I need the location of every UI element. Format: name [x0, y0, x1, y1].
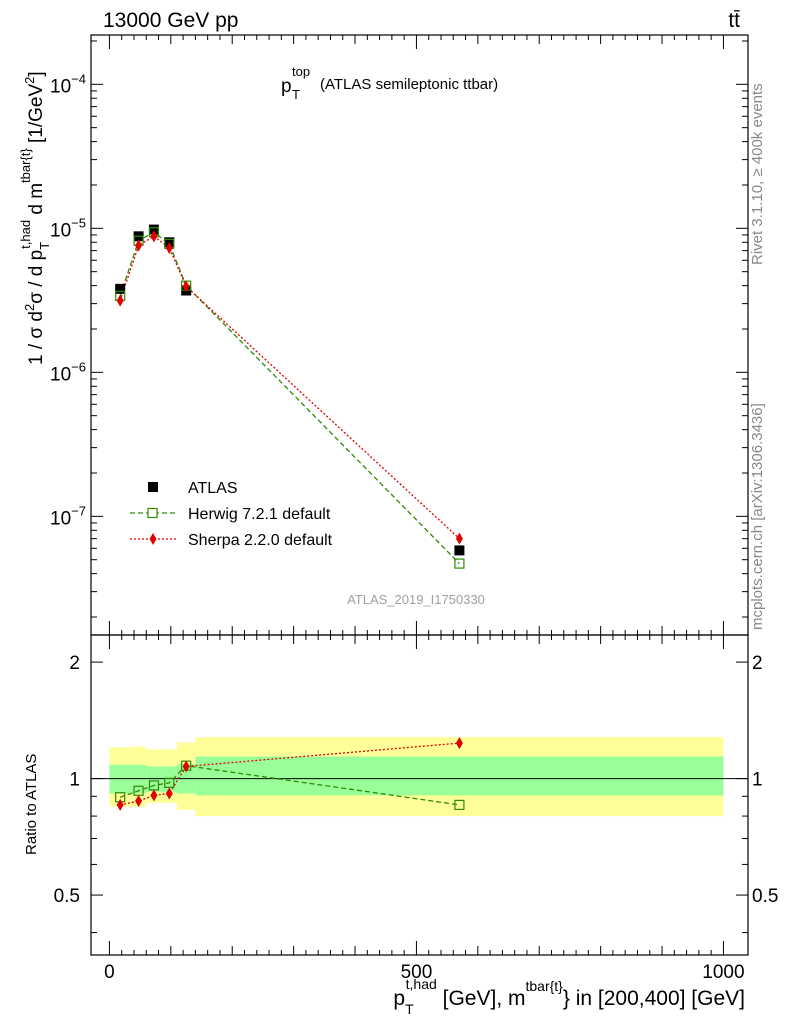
sherpa-line — [119, 235, 460, 540]
mcplots-label: mcplots.cern.ch [arXiv:1306.3436] — [749, 403, 766, 630]
herwig-line — [119, 231, 460, 565]
y-tick-label: 10−5 — [50, 215, 86, 241]
sherpa-point — [182, 280, 190, 293]
plot-title: p top T (ATLAS semileptonic ttbar) — [281, 64, 498, 102]
x-tick-label: 500 — [401, 962, 433, 983]
sherpa-ratio-point — [455, 737, 463, 750]
sherpa-point — [165, 242, 173, 255]
sherpa-ratio-point — [116, 798, 124, 811]
y-tick-label: 10−7 — [50, 503, 86, 529]
watermark: ATLAS_2019_I1750330 — [347, 592, 485, 607]
sherpa-point — [116, 294, 124, 307]
sherpa-point — [135, 239, 143, 252]
herwig-ratio-line — [119, 764, 460, 806]
x-tick-label: 1000 — [702, 962, 744, 983]
ratio-tick-label: 1 — [69, 770, 80, 791]
ratio-frame — [90, 634, 749, 956]
atlas-point — [454, 545, 465, 556]
herwig-ratio-point — [454, 799, 465, 811]
energy-label: 13000 GeV pp — [103, 9, 238, 32]
rivet-label: Rivet 3.1.10, ≥ 400k events — [749, 83, 766, 265]
sherpa-ratio-point — [182, 760, 190, 773]
band-inner-0 — [109, 764, 131, 794]
title-p: p — [281, 76, 292, 97]
title-sub: T — [292, 87, 300, 102]
title-sup: top — [292, 64, 310, 79]
x-tick-label: 0 — [104, 962, 115, 983]
y-tick-label: 10−4 — [50, 71, 86, 97]
ratio-tick-label: 2 — [69, 653, 80, 674]
legend-marker-herwig — [147, 507, 158, 519]
sherpa-ratio-point — [165, 787, 173, 800]
herwig-ratio-point — [164, 777, 175, 788]
ratio-tick-label-right: 0.5 — [752, 886, 778, 907]
legend-marker-atlas — [148, 482, 158, 492]
sherpa-ratio-point — [135, 795, 143, 808]
atlas-point — [148, 224, 159, 235]
process-label: tt̄ — [728, 9, 740, 32]
x-axis-label: pTt,had [GeV], mtbar{t}} in [200,400] [G… — [393, 976, 745, 1017]
sherpa-ratio-point — [150, 789, 158, 802]
ratio-tick-label-right: 1 — [752, 770, 763, 791]
legend-label: ATLAS — [188, 480, 238, 497]
y-axis-label: 1 / σ d2σ / d pTt,had d mtbar{t} [1/GeV2… — [18, 71, 52, 365]
ratio-tick-label: 0.5 — [54, 886, 80, 907]
sherpa-point — [455, 532, 463, 545]
ratio-y-label: Ratio to ATLAS — [23, 754, 40, 855]
legend-marker-sherpa — [149, 533, 157, 545]
atlas-point — [115, 283, 126, 294]
band-inner-5 — [195, 756, 724, 796]
herwig-point — [454, 558, 465, 569]
svg-text:1 / σ d2σ / d pTt,had d mtbar{: 1 / σ d2σ / d pTt,had d mtbar{t} [1/GeV2… — [18, 71, 52, 365]
sherpa-point — [150, 230, 158, 243]
main-plot: 10−4 10−5 10−6 10−7 — [50, 34, 749, 636]
y-tick-label: 10−6 — [50, 359, 86, 385]
ratio-tick-label-right: 2 — [752, 653, 763, 674]
ratio-plot: 0 500 1000 0.5 0.5 1 1 2 2 — [54, 634, 778, 983]
legend-label: Herwig 7.2.1 default — [188, 506, 331, 523]
sherpa-ratio-line — [120, 742, 460, 806]
legend: ATLAS Herwig 7.2.1 default Sherpa 2.2.0 de… — [130, 480, 333, 549]
legend-label: Sherpa 2.2.0 default — [188, 532, 333, 549]
svg-text:pTt,had [GeV], mtbar{t}} in [2: pTt,had [GeV], mtbar{t}} in [200,400] [G… — [393, 976, 745, 1017]
title-rest: (ATLAS semileptonic ttbar) — [320, 76, 498, 93]
